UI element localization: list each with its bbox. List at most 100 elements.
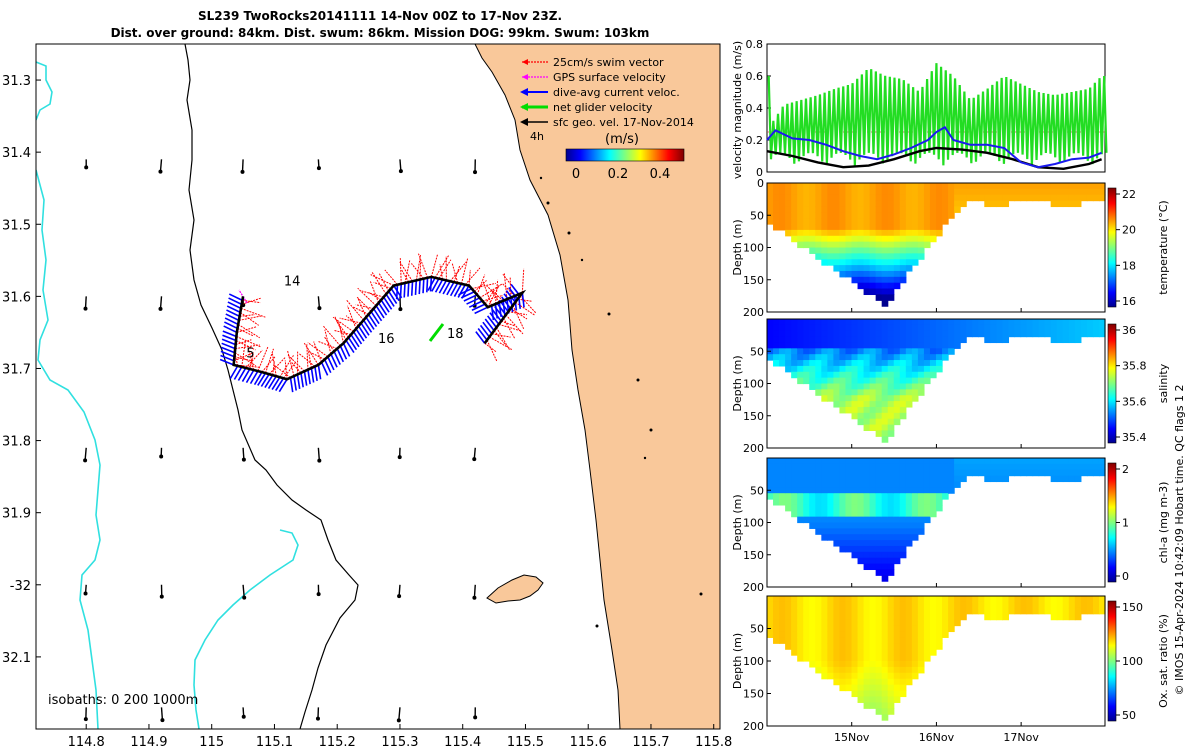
section-cell: [1050, 324, 1058, 332]
section-cell: [863, 276, 871, 284]
section-y-tick-label: 200: [743, 442, 764, 455]
geo-arrow: [84, 296, 87, 309]
section-cell: [839, 678, 847, 686]
section-cell: [851, 625, 859, 633]
section-cell: [905, 619, 913, 627]
section-cell: [797, 516, 804, 524]
section-cell: [863, 702, 871, 709]
section-cell: [1026, 188, 1034, 196]
section-cell: [803, 613, 810, 621]
section-cell: [905, 183, 913, 190]
section-cell: [948, 324, 955, 332]
section-cell: [857, 224, 865, 231]
section-cell: [905, 643, 913, 650]
section-cell: [809, 354, 816, 361]
section-cell: [827, 324, 834, 332]
section-cell: [845, 499, 853, 506]
section-cell: [833, 324, 841, 332]
section-cell: [917, 499, 925, 506]
section-cell: [779, 224, 786, 231]
section-cell: [779, 493, 786, 500]
section-cell: [948, 607, 955, 615]
swim-vector: [514, 301, 535, 316]
swim-vector: [324, 329, 332, 355]
section-cell: [767, 342, 774, 349]
swim-vector: [501, 282, 516, 297]
section-cell: [911, 183, 919, 190]
section-cell: [887, 637, 895, 644]
section-cell: [893, 613, 901, 621]
section-cell: [821, 383, 828, 390]
section-cell: [881, 563, 889, 571]
map-legend: 25cm/s swim vector GPS surface velocity …: [520, 56, 694, 182]
section-cell: [887, 534, 895, 541]
section-cell: [809, 183, 816, 190]
section-cell: [1038, 330, 1046, 338]
current-vector: [275, 377, 285, 392]
section-cell: [1068, 475, 1076, 483]
section-cell: [954, 596, 961, 603]
section-cell: [905, 194, 913, 202]
section-cell: [863, 412, 871, 420]
section-cell: [905, 625, 913, 633]
section-cell: [851, 206, 859, 213]
section-cell: [1080, 319, 1088, 326]
section-cell: [881, 487, 889, 494]
section-cell: [863, 282, 871, 290]
section-cell: [899, 522, 907, 529]
section-cell: [1014, 601, 1022, 609]
swim-vector: [449, 261, 467, 282]
section-cell: [1050, 475, 1058, 483]
section-cell: [911, 463, 919, 471]
section-cell: [845, 619, 853, 627]
section-cell: [839, 661, 847, 668]
current-vector: [382, 296, 393, 310]
section-cell: [803, 319, 810, 326]
section-cell: [911, 643, 919, 650]
section-cell: [881, 319, 889, 326]
section-cell: [845, 371, 853, 379]
colorbar-tick-label: 2: [1122, 463, 1129, 476]
section-cell: [923, 360, 931, 367]
section-cell: [809, 336, 816, 344]
section-cell: [785, 607, 792, 615]
section-cell: [893, 418, 901, 426]
section-cell: [936, 625, 943, 633]
section-cell: [923, 194, 931, 202]
section-cell: [929, 188, 937, 196]
section-cell: [887, 259, 895, 266]
section-cell: [1002, 194, 1010, 202]
geo-arrow-head: [160, 718, 165, 723]
section-cell: [815, 383, 822, 390]
section-cell: [785, 183, 792, 190]
section-cell: [881, 218, 889, 225]
current-vector: [345, 339, 355, 353]
section-cell: [1074, 607, 1082, 615]
section-cell: [948, 336, 955, 344]
section-cell: [851, 475, 859, 483]
geo-arrow-head: [83, 458, 88, 463]
section-y-tick-label: 0: [757, 177, 764, 190]
section-cell: [905, 188, 913, 196]
section-cell: [1092, 324, 1100, 332]
islet: [636, 378, 640, 382]
section-cell: [827, 319, 834, 326]
section-cell: [887, 377, 895, 385]
section-cell: [893, 510, 901, 518]
section-cell: [839, 395, 847, 402]
map-y-tick-label: 31.7: [2, 362, 31, 377]
section-cell: [779, 330, 786, 338]
section-cell: [978, 458, 985, 465]
section-cell: [972, 319, 979, 326]
section-cell: [911, 504, 919, 512]
section-cell: [917, 666, 925, 674]
section-cell: [996, 336, 1003, 344]
section-cell: [785, 188, 792, 196]
section-cell: [863, 270, 871, 278]
map-y-tick-label: 31.6: [2, 290, 31, 305]
section-cell: [827, 330, 834, 338]
section-cell: [833, 241, 841, 249]
section-cell: [917, 493, 925, 500]
section-cell: [1098, 607, 1106, 615]
geo-arrow-head: [241, 457, 246, 462]
